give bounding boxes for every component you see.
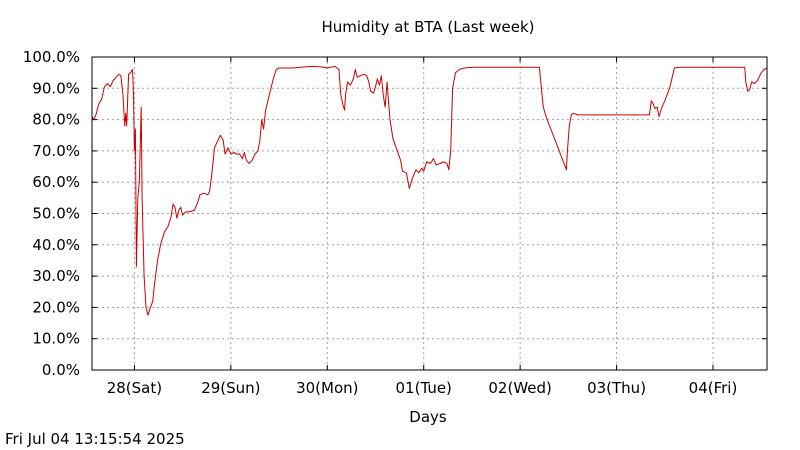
series-layer <box>91 65 768 316</box>
y-tick-label: 90.0% <box>32 79 80 97</box>
x-tick-label: 02(Wed) <box>488 379 552 397</box>
timestamp-footer: Fri Jul 04 13:15:54 2025 <box>5 430 185 448</box>
y-tick-label: 100.0% <box>23 48 80 66</box>
x-tick-label: 03(Thu) <box>587 379 646 397</box>
grid-lines <box>92 57 767 370</box>
y-tick-label: 80.0% <box>32 111 80 129</box>
y-tick-label: 70.0% <box>32 142 80 160</box>
y-tick-label: 0.0% <box>42 361 80 379</box>
x-tick-label: 01(Tue) <box>396 379 452 397</box>
humidity-series-line <box>91 65 768 316</box>
x-axis-ticks: 28(Sat) 29(Sun) 30(Mon) 01(Tue) 02(Wed) 03(Th… <box>107 57 738 397</box>
x-tick-label: 28(Sat) <box>107 379 162 397</box>
x-axis-label: Days <box>409 408 447 426</box>
y-axis-ticks: 0.0% 10.0% 20.0% 30.0% 40.0% 50.0% 60.0% 70.0% 8… <box>23 48 767 379</box>
y-tick-label: 20.0% <box>32 298 80 316</box>
y-tick-label: 30.0% <box>32 267 80 285</box>
chart-title: Humidity at BTA (Last week) <box>321 18 534 36</box>
y-tick-label: 60.0% <box>32 173 80 191</box>
x-tick-label: 30(Mon) <box>296 379 358 397</box>
y-tick-label: 40.0% <box>32 236 80 254</box>
x-tick-label: 29(Sun) <box>201 379 260 397</box>
y-tick-label: 10.0% <box>32 330 80 348</box>
x-tick-label: 04(Fri) <box>689 379 738 397</box>
y-tick-label: 50.0% <box>32 205 80 223</box>
plot-frame <box>91 56 768 371</box>
